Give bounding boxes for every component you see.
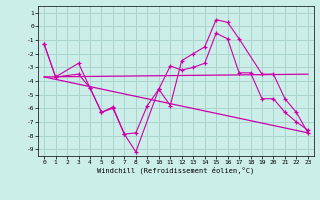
X-axis label: Windchill (Refroidissement éolien,°C): Windchill (Refroidissement éolien,°C) xyxy=(97,167,255,174)
